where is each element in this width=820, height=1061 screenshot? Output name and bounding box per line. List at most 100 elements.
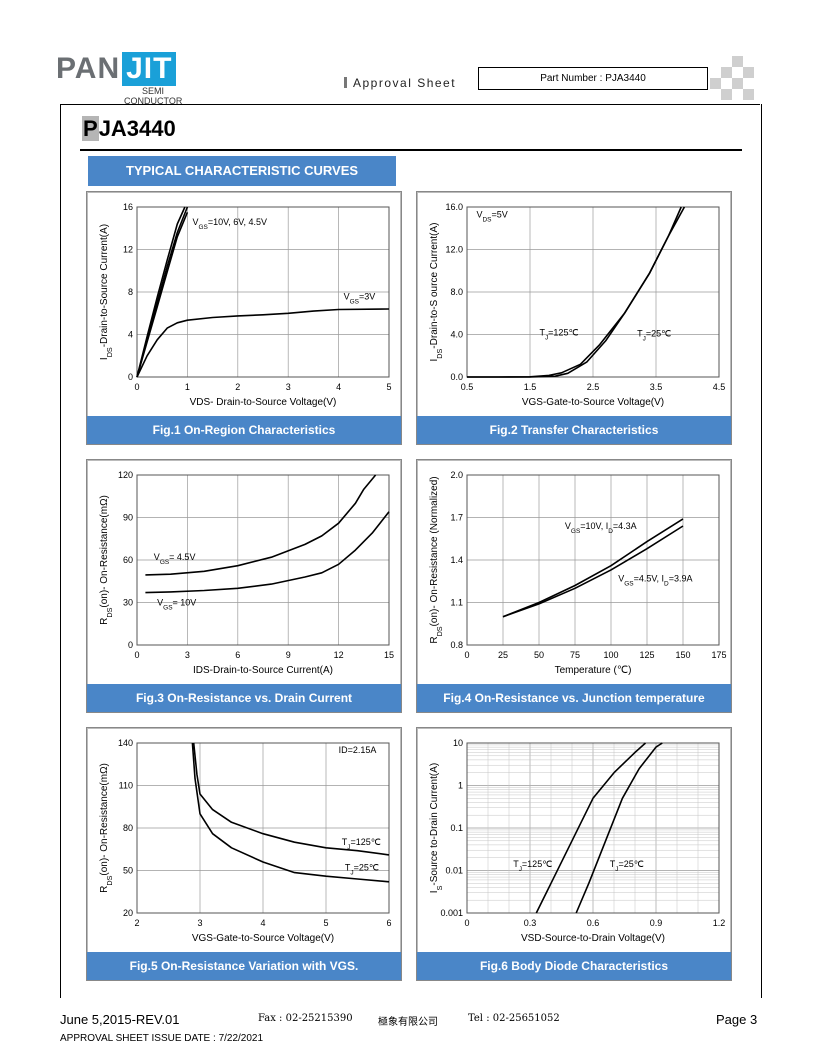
fig2-xtick-label: 4.5 bbox=[713, 382, 726, 392]
page-title: PJA3440 bbox=[82, 116, 176, 141]
fig4-xtick-label: 100 bbox=[603, 650, 618, 660]
fig3-ytick-label: 120 bbox=[118, 470, 133, 480]
fig4-plot-border bbox=[466, 474, 720, 646]
fig1-series-line-3 bbox=[136, 308, 390, 378]
fig3-plot-border bbox=[136, 474, 390, 646]
logo-subtitle: SEMI CONDUCTOR bbox=[124, 86, 182, 106]
approval-text: Approval Sheet bbox=[353, 76, 457, 90]
fig4-grid bbox=[466, 474, 720, 646]
fig1-ytick-label: 12 bbox=[123, 245, 133, 255]
fig6-xtick-label: 0.6 bbox=[587, 918, 600, 928]
fig4-ytick-label: 1.4 bbox=[450, 555, 463, 565]
fig6-chart: 0 0.3 0.6 0.9 1.2 0.001 0.01 0.1 1 10 VSD-Source-t… bbox=[429, 738, 725, 944]
fig3-ylabel: RDS(on)- On-Resistance(mΩ) bbox=[99, 495, 114, 625]
fig2-xtick-label: 3.5 bbox=[650, 382, 663, 392]
logo-pan-text: PAN bbox=[56, 52, 121, 85]
fig6-xtick-label: 0.9 bbox=[650, 918, 663, 928]
fig6-series-line-0 bbox=[535, 742, 647, 914]
fig5-caption: Fig.5 On-Resistance Variation with VGS. bbox=[87, 952, 401, 980]
fig3-annotation-1: VGS= 10V bbox=[157, 597, 196, 611]
fig6-ylabel: IS-Source to-Drain Current(A) bbox=[429, 763, 444, 893]
fig3-ytick-label: 30 bbox=[123, 598, 133, 608]
fig3-xtick-label: 0 bbox=[134, 650, 139, 660]
fig2-annotation-1: TJ=125℃ bbox=[539, 328, 578, 342]
footer-fax: Fax : 02-25215390 bbox=[258, 1013, 353, 1024]
chart-panel-fig4: 0 25 50 75 100 125 150 175 0.8 1.1 1.4 1.7 2.0 Temper… bbox=[416, 459, 732, 713]
fig5-xtick-label: 4 bbox=[260, 918, 265, 928]
fig5-xtick-label: 3 bbox=[197, 918, 202, 928]
logo-sub-semi: SEMI bbox=[142, 86, 165, 96]
fig2-xtick-label: 1.5 bbox=[524, 382, 537, 392]
title-divider bbox=[80, 149, 742, 151]
title-frame bbox=[60, 104, 760, 151]
fig5-xlabel: VGS-Gate-to-Source Voltage(V) bbox=[192, 933, 334, 944]
fig6-grid bbox=[466, 742, 720, 914]
fig3-ytick-label: 90 bbox=[123, 513, 133, 523]
fig3-annotation-0: VGS= 4.5V bbox=[154, 552, 196, 566]
fig5-chart: 2 3 4 5 6 20 50 80 110 140 VGS-Gate-to-Source Volt… bbox=[99, 738, 392, 944]
fig5-plot-border bbox=[136, 742, 390, 914]
fig4-ytick-label: 1.1 bbox=[450, 598, 463, 608]
panjit-logo: PAN JIT bbox=[56, 52, 177, 86]
fig6-xtick-label: 0 bbox=[464, 918, 469, 928]
fig4-xtick-label: 150 bbox=[675, 650, 690, 660]
chart-panel-fig2: 0.5 1.5 2.5 3.5 4.5 0.0 4.0 8.0 12.0 16.0 VGS-Gate… bbox=[416, 191, 732, 445]
fig4-chart: 0 25 50 75 100 125 150 175 0.8 1.1 1.4 1.7 2.0 Temper… bbox=[429, 470, 727, 676]
fig2-xtick-label: 2.5 bbox=[587, 382, 600, 392]
fig6-ytick-label: 0.001 bbox=[440, 908, 463, 918]
fig5-xtick-label: 2 bbox=[134, 918, 139, 928]
fig1-caption: Fig.1 On-Region Characteristics bbox=[87, 416, 401, 444]
fig4-ytick-label: 0.8 bbox=[450, 640, 463, 650]
fig4-series-line-1 bbox=[502, 525, 684, 618]
fig3-xtick-label: 3 bbox=[185, 650, 190, 660]
fig6-annotation-1: TJ=25℃ bbox=[610, 859, 644, 873]
chart-panel-fig3: 0 3 6 9 12 15 0 30 60 90 120 IDS-Drain-to-Source Cu… bbox=[86, 459, 402, 713]
fig4-xtick-label: 75 bbox=[570, 650, 580, 660]
fig4-caption: Fig.4 On-Resistance vs. Junction tempera… bbox=[417, 684, 731, 712]
fig4-xtick-label: 125 bbox=[639, 650, 654, 660]
fig2-ylabel: IDS-Drain-to-S ource Current(A) bbox=[429, 223, 444, 362]
fig3-xtick-label: 9 bbox=[286, 650, 291, 660]
corner-decoration bbox=[710, 56, 754, 100]
fig3-series-line-0 bbox=[145, 474, 377, 576]
fig4-annotation-1: VGS=4.5V, ID=3.9A bbox=[618, 573, 692, 587]
fig1-annotation-1: VGS=3V bbox=[344, 291, 376, 305]
fig5-annotation-0: ID=2.15A bbox=[339, 745, 377, 755]
fig5-ytick-label: 110 bbox=[119, 781, 133, 791]
fig3-series-line-1 bbox=[145, 511, 390, 594]
fig2-series-line-1 bbox=[467, 206, 682, 378]
chart-panel-fig1: 0 1 2 3 4 5 0 4 8 12 16 VDS- Drain-to-Source Voltag… bbox=[86, 191, 402, 445]
footer-company: 極象有限公司 bbox=[378, 1017, 438, 1028]
fig1-series-line-2 bbox=[136, 211, 189, 378]
fig2-annotation-2: TJ=25℃ bbox=[637, 329, 671, 343]
footer-tel: Tel : 02-25651052 bbox=[468, 1013, 560, 1024]
part-number-box: Part Number : PJA3440 bbox=[478, 67, 708, 90]
fig6-ytick-label: 10 bbox=[453, 738, 463, 748]
fig4-xtick-label: 175 bbox=[711, 650, 726, 660]
fig2-xlabel: VGS-Gate-to-Source Voltage(V) bbox=[522, 397, 664, 408]
fig4-xtick-label: 50 bbox=[534, 650, 544, 660]
fig3-xtick-label: 6 bbox=[235, 650, 240, 660]
footer-issue-date: APPROVAL SHEET ISSUE DATE : 7/22/2021 bbox=[60, 1033, 264, 1044]
footer-date-rev: June 5,2015-REV.01 bbox=[60, 1012, 180, 1027]
fig2-ytick-label: 0.0 bbox=[450, 372, 463, 382]
fig1-xtick-label: 1 bbox=[185, 382, 190, 392]
fig5-ylabel: RDS(on)- On-Resistance(mΩ) bbox=[99, 763, 114, 893]
fig1-xtick-label: 0 bbox=[134, 382, 139, 392]
fig1-annotation-0: VGS=10V, 6V, 4.5V bbox=[192, 217, 267, 231]
fig1-ytick-label: 8 bbox=[128, 287, 133, 297]
fig2-ytick-label: 4.0 bbox=[450, 330, 463, 340]
chart-panel-fig6: 0 0.3 0.6 0.9 1.2 0.001 0.01 0.1 1 10 VSD-Source-t… bbox=[416, 727, 732, 981]
fig5-series-line-0 bbox=[192, 742, 390, 856]
fig5-ytick-label: 50 bbox=[123, 866, 133, 876]
fig3-xlabel: IDS-Drain-to-Source Current(A) bbox=[193, 665, 333, 676]
fig5-xtick-label: 5 bbox=[323, 918, 328, 928]
fig6-annotation-0: TJ=125℃ bbox=[513, 859, 552, 873]
fig6-plot-border bbox=[466, 742, 720, 914]
fig5-annotation-2: TJ=25℃ bbox=[345, 863, 379, 877]
fig5-ytick-label: 20 bbox=[123, 908, 133, 918]
fig5-ytick-label: 140 bbox=[118, 738, 133, 748]
fig4-ytick-label: 2.0 bbox=[450, 470, 463, 480]
fig6-xtick-label: 0.3 bbox=[524, 918, 537, 928]
fig6-xlabel: VSD-Source-to-Drain Voltage(V) bbox=[521, 933, 665, 944]
